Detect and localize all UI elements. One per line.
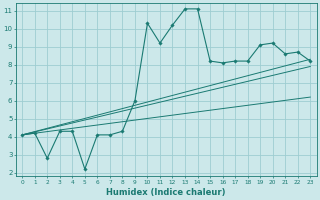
X-axis label: Humidex (Indice chaleur): Humidex (Indice chaleur) (107, 188, 226, 197)
